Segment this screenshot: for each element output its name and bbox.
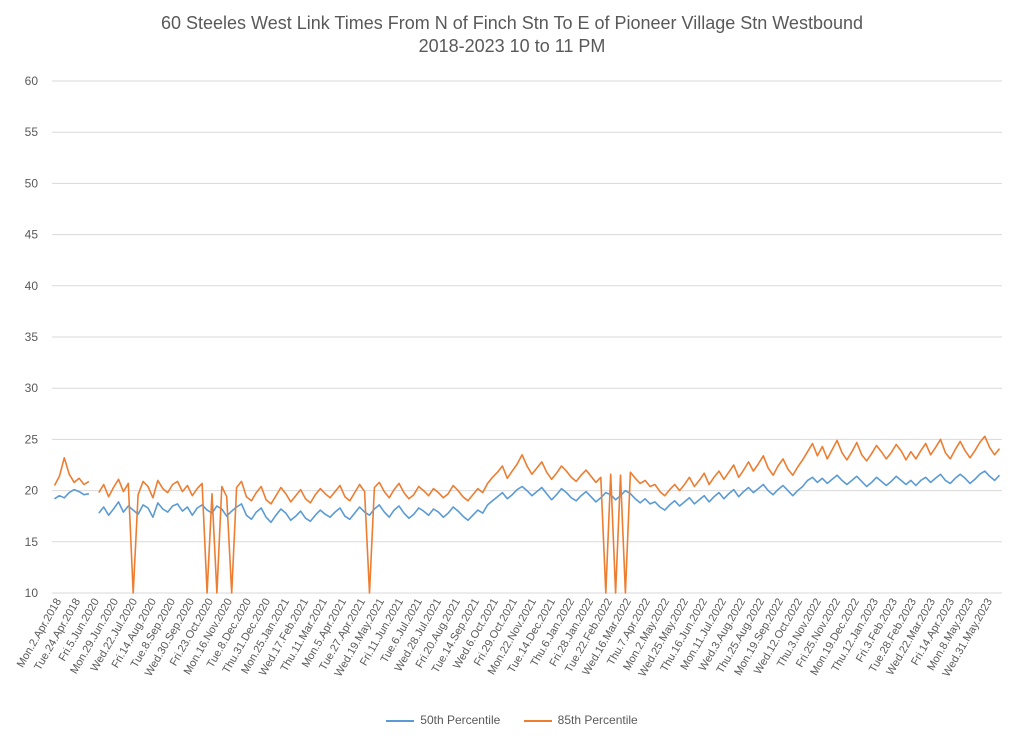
legend-label-85th: 85th Percentile (557, 713, 638, 727)
chart-legend: 50th Percentile 85th Percentile (0, 713, 1024, 727)
legend-swatch-85th (523, 719, 552, 722)
y-tick-label: 35 (25, 330, 39, 344)
y-tick-label: 50 (25, 176, 39, 190)
legend-label-50th: 50th Percentile (420, 713, 501, 727)
legend-swatch-50th (386, 719, 415, 722)
series-line-50th-percentile (54, 470, 1001, 524)
chart-title-block: 60 Steeles West Link Times From N of Fin… (0, 12, 1024, 58)
y-tick-label: 20 (25, 484, 39, 498)
y-tick-label: 25 (25, 432, 39, 446)
y-tick-label: 30 (25, 381, 39, 395)
y-tick-label: 45 (25, 228, 39, 242)
y-tick-label: 60 (25, 74, 39, 88)
legend-item-85th: 85th Percentile (523, 713, 638, 727)
series-line-85th-percentile (53, 435, 1001, 594)
chart-subtitle: 2018-2023 10 to 11 PM (418, 36, 606, 56)
y-tick-label: 15 (25, 535, 39, 549)
y-tick-label: 55 (25, 125, 39, 139)
chart-title: 60 Steeles West Link Times From N of Fin… (160, 13, 864, 33)
legend-item-50th: 50th Percentile (386, 713, 500, 727)
y-tick-label: 10 (25, 586, 39, 600)
y-tick-label: 40 (25, 279, 39, 293)
